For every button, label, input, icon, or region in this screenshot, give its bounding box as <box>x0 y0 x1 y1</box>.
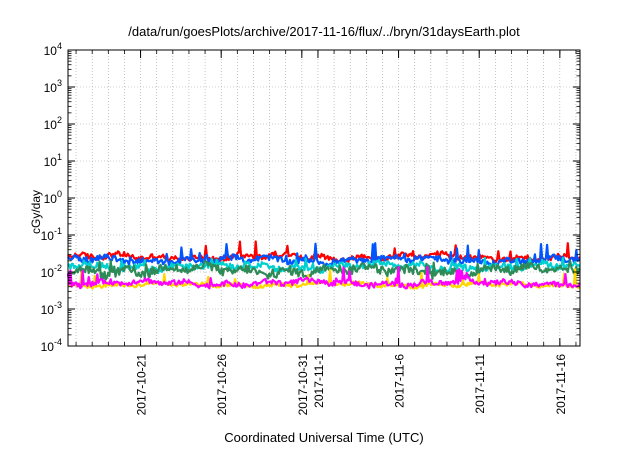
y-axis-label: cGy/day <box>29 190 43 234</box>
y-tick-label: 100 <box>44 189 62 206</box>
x-axis-label: Coordinated Universal Time (UTC) <box>224 430 423 445</box>
y-tick-label: 103 <box>44 78 62 95</box>
x-tick-label: 2017-10-31 <box>296 354 310 416</box>
y-tick-label: 10-1 <box>41 226 62 243</box>
series-group <box>66 240 581 290</box>
x-tick-label: 2017-10-26 <box>215 354 229 416</box>
x-tick-label: 2017-10-21 <box>135 354 149 416</box>
y-tick-label: 10-3 <box>41 300 62 317</box>
x-axis-ticks: 2017-10-21 2017-10-26 2017-10-31 2017-11-1 2… <box>75 50 577 416</box>
x-tick-label: 2017-11-11 <box>473 354 487 414</box>
y-tick-label: 10-4 <box>41 337 62 354</box>
y-tick-label: 101 <box>44 152 62 169</box>
x-tick-label: 2017-11-6 <box>393 354 407 408</box>
y-axis-ticks: 10-4 10-3 10-2 10-1 100 101 102 103 104 <box>41 41 580 354</box>
y-tick-label: 102 <box>44 115 62 132</box>
series-line <box>66 260 581 281</box>
series-line <box>66 265 581 290</box>
chart-title: /data/run/goesPlots/archive/2017-11-16/f… <box>128 24 520 39</box>
y-tick-label: 104 <box>44 41 62 58</box>
x-tick-label: 2017-11-16 <box>554 354 568 415</box>
x-tick-label: 2017-11-1 <box>312 354 326 408</box>
grid-lines <box>68 50 580 346</box>
y-tick-label: 10-2 <box>41 263 62 280</box>
